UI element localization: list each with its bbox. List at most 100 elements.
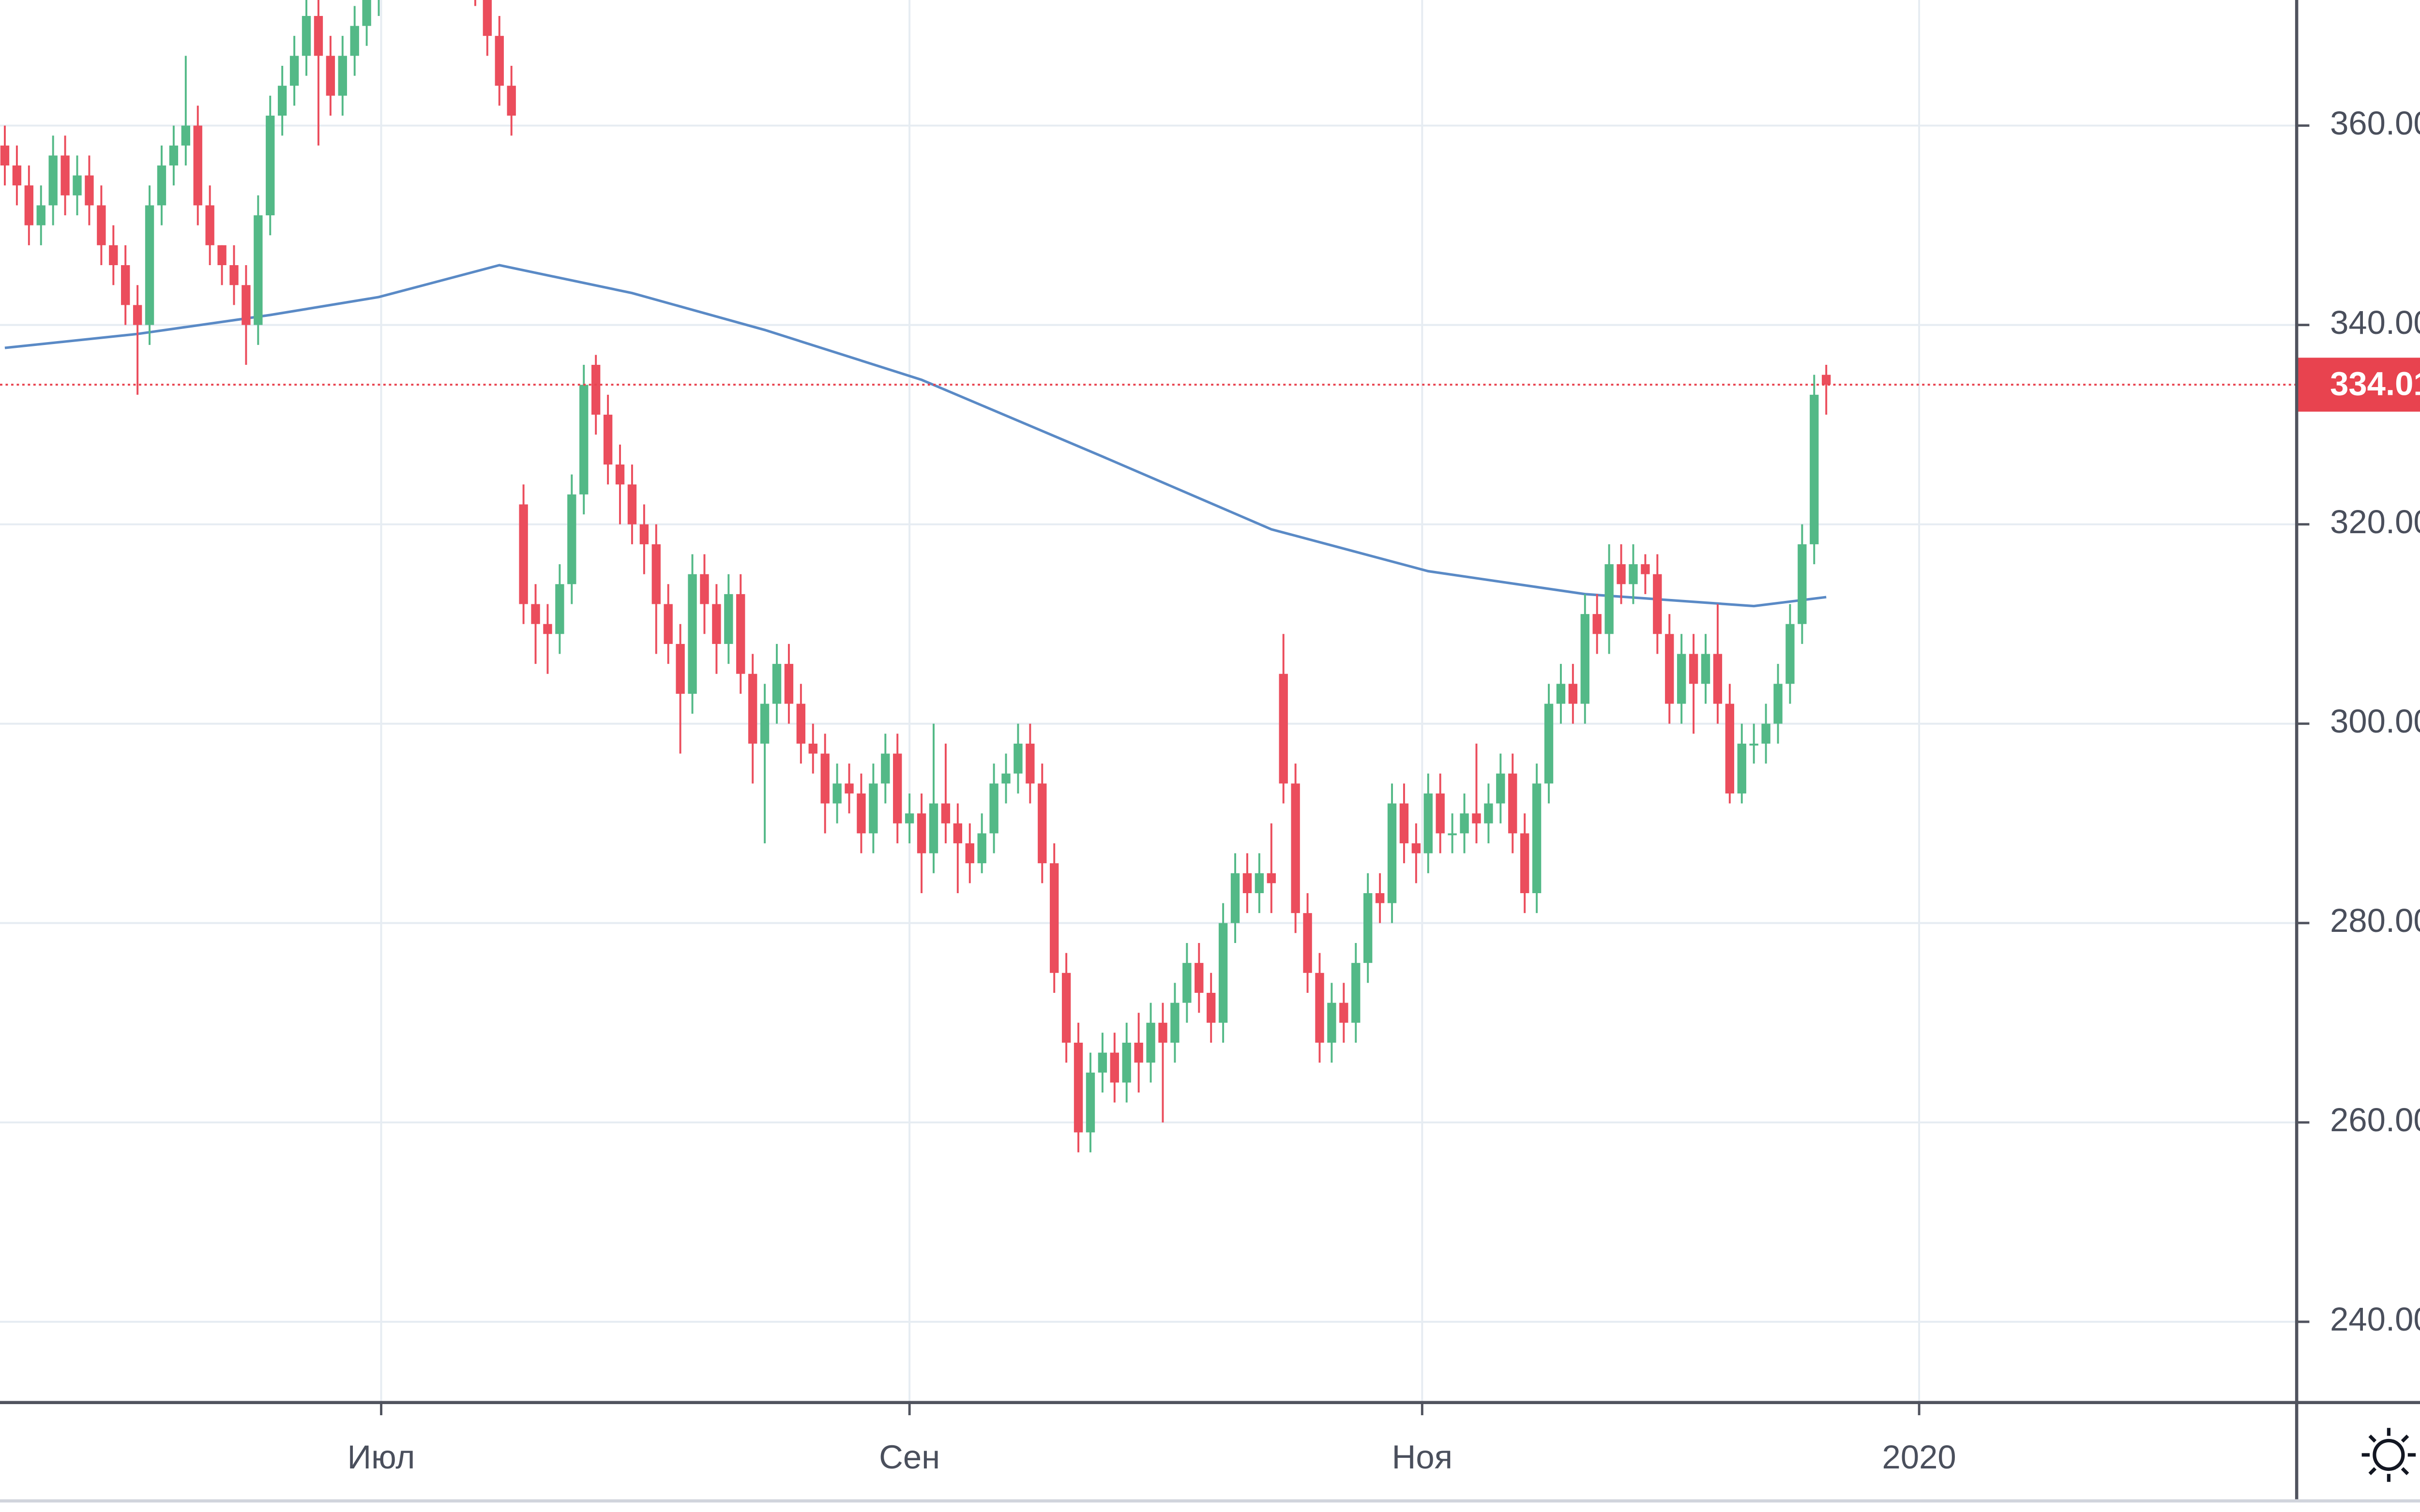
candle-body: [73, 175, 82, 195]
settings-icon[interactable]: [2361, 1428, 2416, 1482]
candle-body: [1568, 684, 1578, 704]
candle-body: [350, 26, 359, 56]
candle-body: [1460, 813, 1469, 834]
candle-body: [1207, 992, 1216, 1023]
candle-body: [277, 86, 287, 116]
candle-body: [555, 584, 564, 634]
x-tick-label: 2020: [1882, 1438, 1956, 1476]
candle-body: [1423, 793, 1433, 853]
x-tick-label: Июл: [348, 1438, 415, 1476]
candle-body: [85, 175, 94, 206]
candle-body: [1013, 743, 1023, 774]
candle-body: [627, 484, 637, 524]
y-tick-label: 340.00: [2330, 304, 2420, 341]
candle-body: [48, 155, 58, 206]
candle-body: [1146, 1022, 1155, 1063]
candle-body: [12, 165, 22, 186]
candle-body: [567, 494, 576, 584]
candle-body: [1665, 634, 1674, 704]
candle-body: [121, 265, 130, 305]
candle-body: [1520, 833, 1529, 893]
candle-body: [929, 803, 938, 853]
candle-body: [495, 36, 504, 86]
candle-body: [1472, 813, 1481, 823]
candle-body: [1158, 1022, 1167, 1043]
candle-body: [724, 594, 733, 644]
candle-body: [1098, 1052, 1107, 1073]
candle-body: [1327, 1003, 1336, 1043]
candle-body: [1363, 893, 1373, 963]
candle-body: [953, 823, 963, 843]
candle-body: [1038, 783, 1047, 864]
candle-body: [1242, 873, 1252, 893]
candle-body: [1122, 1042, 1131, 1083]
candle-body: [1617, 564, 1626, 584]
candle-body: [289, 56, 299, 86]
candle-body: [1508, 773, 1517, 834]
candle-body: [760, 704, 770, 744]
candle-body: [157, 165, 166, 206]
candle-body: [0, 145, 10, 165]
candle-body: [1822, 374, 1831, 385]
candle-body: [796, 704, 806, 744]
candle-body: [1737, 743, 1746, 793]
candle-body: [1267, 873, 1276, 883]
candle-body: [326, 56, 335, 96]
candle-body: [676, 644, 685, 694]
candle-body: [1351, 963, 1361, 1023]
candle-body: [145, 205, 154, 325]
candle-body: [97, 205, 106, 245]
candle-body: [1110, 1052, 1119, 1083]
last-price-badge: [2298, 358, 2420, 412]
candle-body: [229, 265, 239, 285]
candle-body: [1677, 654, 1686, 704]
candle-body: [1798, 544, 1807, 624]
candle-body: [1061, 973, 1071, 1043]
last-price-label: 334.01: [2330, 365, 2420, 403]
candle-body: [1050, 863, 1059, 973]
candle-body: [857, 793, 866, 834]
candle-body: [869, 783, 878, 834]
y-tick-label: 260.00: [2330, 1101, 2420, 1138]
candle-body: [1725, 704, 1735, 793]
candle-body: [1544, 704, 1554, 784]
x-tick-label: Ноя: [1392, 1438, 1452, 1476]
candle-body: [314, 15, 323, 56]
candle-body: [1303, 913, 1312, 973]
candle-body: [1749, 743, 1758, 746]
candle-body: [24, 185, 33, 225]
candle-body: [1375, 893, 1385, 903]
candle-body: [832, 783, 842, 804]
candle-body: [905, 813, 914, 823]
candle-body: [1604, 564, 1614, 634]
candle-body: [1496, 773, 1505, 804]
candle-body: [519, 504, 528, 604]
grid: [0, 0, 2297, 1403]
candle-body: [242, 285, 251, 325]
candle-body: [60, 155, 70, 195]
y-tick-label: 240.00: [2330, 1301, 2420, 1338]
candle-body: [808, 743, 817, 754]
candle-body: [688, 574, 697, 694]
candle-body: [1592, 614, 1602, 634]
candle-body: [1785, 624, 1795, 684]
candle-body: [169, 145, 179, 165]
candle-body: [1182, 963, 1192, 1003]
candle-body: [1399, 803, 1409, 843]
candle-body: [507, 86, 516, 116]
candle-body: [1701, 654, 1710, 684]
candle-body: [1291, 783, 1300, 913]
candle-body: [1195, 963, 1204, 993]
candle-body: [302, 15, 311, 56]
candle-body: [1532, 783, 1542, 893]
candle-body: [1641, 564, 1650, 574]
candle-body: [1315, 973, 1324, 1043]
candle-body: [1436, 793, 1445, 834]
candle-body: [736, 594, 745, 674]
candle-body: [700, 574, 709, 604]
candle-body: [772, 664, 782, 704]
candle-body: [205, 205, 214, 245]
candle-body: [1001, 773, 1011, 784]
candle-body: [1629, 564, 1638, 584]
candle-body: [1773, 684, 1783, 724]
